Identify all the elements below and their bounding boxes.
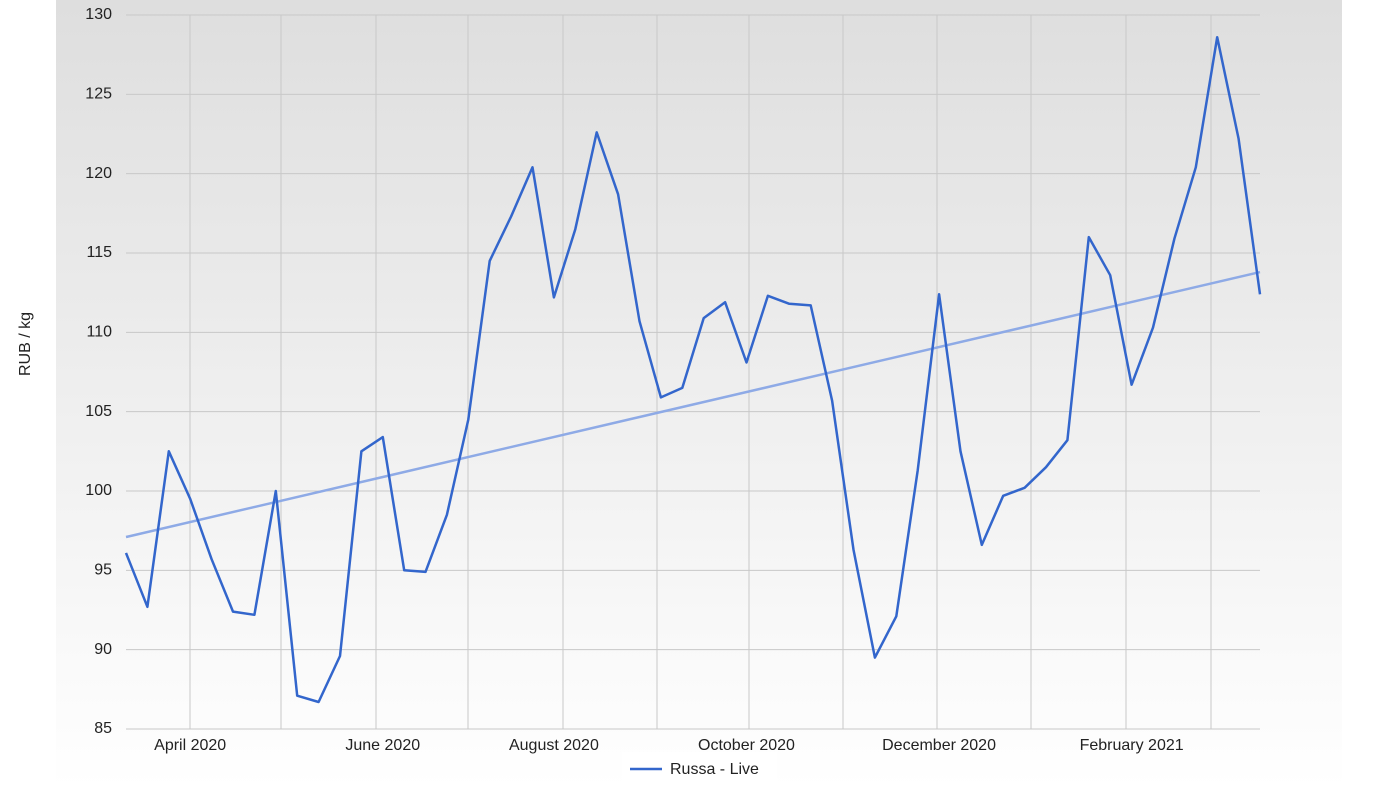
x-tick-label: April 2020	[154, 737, 226, 754]
y-tick-label: 90	[94, 641, 112, 658]
x-tick-label: August 2020	[509, 737, 599, 754]
legend-label: Russa - Live	[670, 761, 759, 778]
y-tick-label: 105	[85, 403, 112, 420]
data-line	[124, 35, 1262, 704]
y-tick-label: 110	[86, 324, 112, 341]
plot-background	[56, 0, 1342, 788]
x-tick-label: December 2020	[882, 737, 996, 754]
y-tick-label: 130	[85, 6, 112, 23]
y-tick-label: 120	[85, 165, 112, 182]
y-tick-label: 95	[94, 562, 112, 579]
x-tick-label: June 2020	[345, 737, 420, 754]
y-axis-label: RUB / kg	[17, 312, 34, 376]
x-tick-label: October 2020	[698, 737, 795, 754]
y-tick-label: 115	[86, 244, 112, 261]
y-tick-label: 100	[85, 482, 112, 499]
y-tick-label: 125	[85, 86, 112, 103]
month-grid	[189, 15, 1212, 729]
trendline	[125, 270, 1261, 539]
y-tick-label: 85	[94, 720, 112, 737]
x-tick-label: February 2021	[1080, 737, 1184, 754]
